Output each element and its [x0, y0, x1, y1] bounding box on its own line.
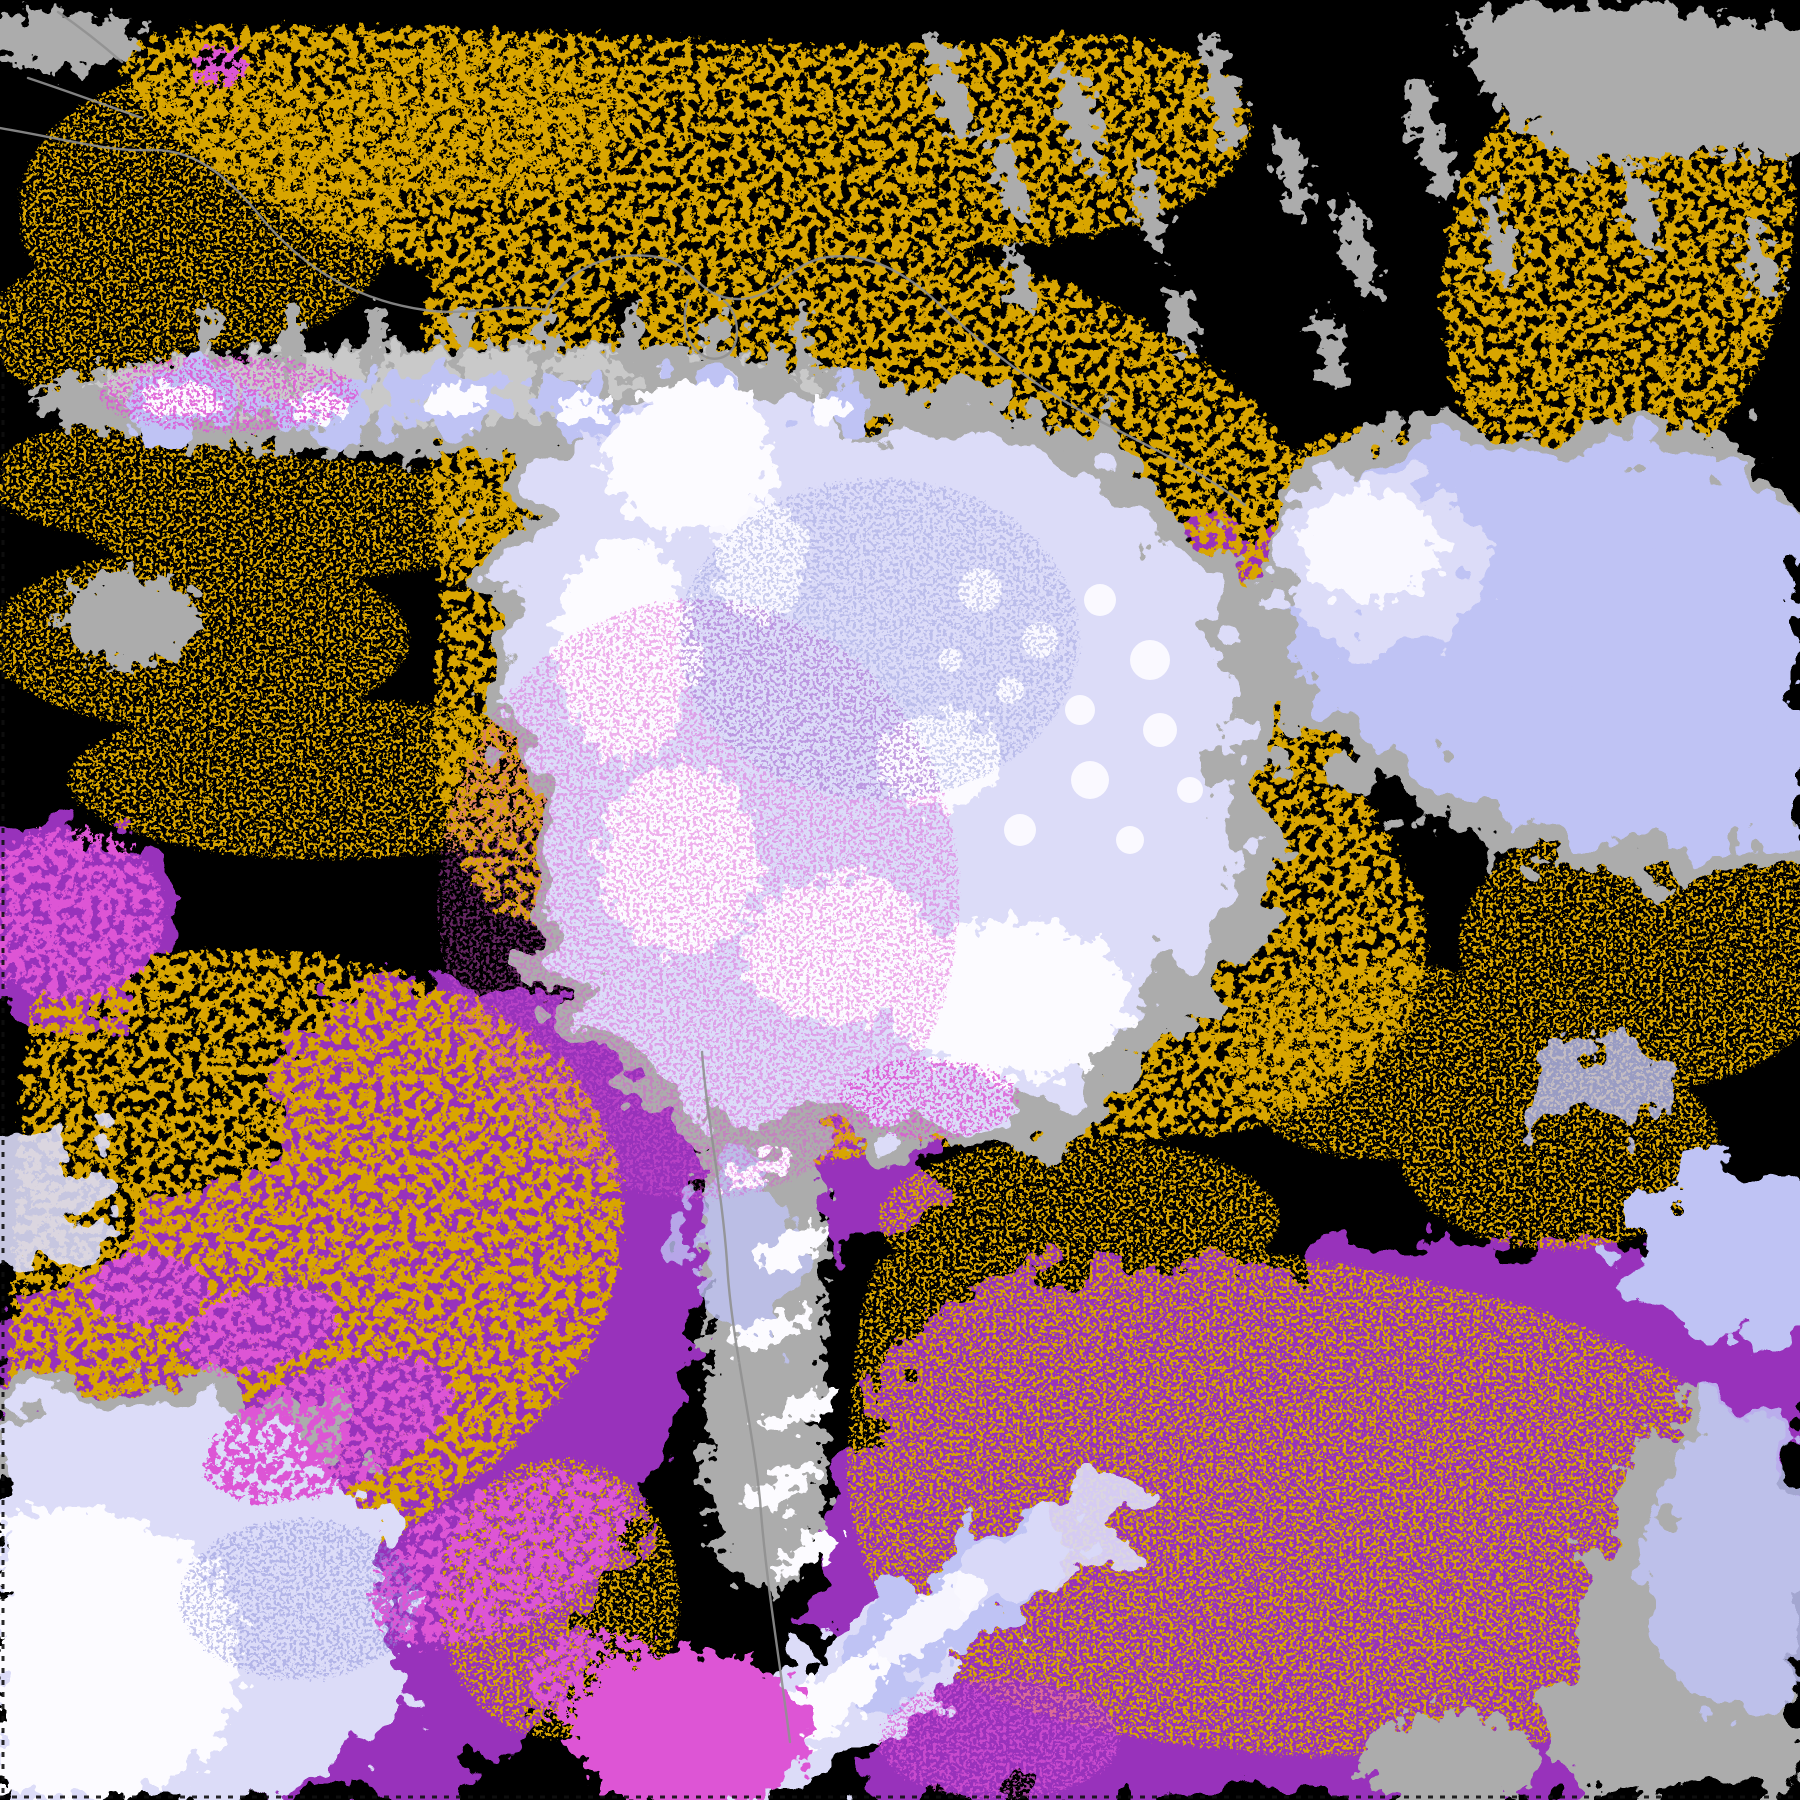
- magenta-patch: [0, 830, 165, 1000]
- gray-streak: [1272, 125, 1308, 215]
- gold-speckle: [330, 40, 630, 200]
- magenta-flecks: [100, 357, 360, 433]
- gray-streak: [1056, 62, 1104, 178]
- gold-field: [1443, 78, 1796, 493]
- cloud-core: [0, 1506, 243, 1796]
- convective-cell: [1177, 777, 1203, 803]
- magenta-speckle-layer: [0, 48, 670, 1730]
- magenta-patch: [192, 48, 248, 88]
- gray-patch: [60, 575, 200, 665]
- convective-cell: [1130, 640, 1170, 680]
- itcz-core: [670, 385, 730, 415]
- lenticular-cloud: [755, 1230, 825, 1270]
- high-cloud-streak: [954, 1472, 1166, 1608]
- slate-flecks: [680, 480, 1080, 800]
- convective-cell: [1004, 814, 1036, 846]
- gray-patch: [0, 10, 140, 70]
- magenta-flecks: [840, 1060, 1020, 1140]
- coastline-path: [543, 254, 1247, 507]
- gray-cloud-mass: [1710, 20, 1800, 160]
- cloud-core: [871, 1575, 989, 1665]
- gray-streak: [1742, 216, 1778, 304]
- gray-streak: [1133, 161, 1167, 259]
- cloud-core: [1300, 490, 1440, 600]
- convective-cell: [1116, 826, 1144, 854]
- magenta-patch: [182, 1286, 338, 1374]
- convective-cell: [1071, 761, 1109, 799]
- high-cloud-patch: [683, 1155, 797, 1345]
- gold-speckle: [848, 1237, 1783, 1757]
- magenta-mass: [570, 1650, 810, 1800]
- coastline-path: [700, 1050, 792, 1744]
- convective-cell: [1143, 713, 1177, 747]
- lenticular-cloud: [745, 1470, 815, 1510]
- gray-streak: [993, 133, 1027, 227]
- gray-streamer: [449, 300, 471, 390]
- gray-streak: [1005, 243, 1035, 317]
- magenta-patch: [369, 1473, 631, 1647]
- magenta-patch: [90, 1255, 210, 1325]
- slate-flecks: [180, 1520, 420, 1680]
- convective-cell: [1065, 695, 1095, 725]
- high-cloud-patch: [1530, 1035, 1670, 1125]
- gray-streak: [1483, 192, 1517, 288]
- lenticular-cloud: [775, 1530, 845, 1570]
- gold-speckle: [880, 1140, 1280, 1300]
- gray-patch: [1360, 1710, 1540, 1800]
- high-cloud-patch: [0, 1120, 100, 1260]
- gray-streak: [1314, 313, 1346, 387]
- gray-streak: [930, 36, 970, 144]
- coastline-path: [683, 298, 739, 360]
- coastline-path: [0, 126, 547, 314]
- high-cloud-patch: [1630, 1160, 1800, 1340]
- graticule-layer: [0, 300, 1800, 1800]
- lenticular-cloud: [735, 1310, 805, 1350]
- high-cloud-patch: [1650, 1400, 1800, 1720]
- gray-streak: [1164, 281, 1196, 359]
- magenta-flecks: [880, 1680, 1120, 1800]
- coastline-layer: [0, 10, 1247, 1744]
- gray-streak: [1339, 200, 1381, 300]
- coastline-path: [56, 10, 124, 64]
- gray-streak: [1199, 33, 1241, 147]
- gold-speckle: [1460, 810, 1800, 1090]
- magenta-fleck-layer: [100, 357, 1120, 1800]
- gray-streak: [1621, 161, 1659, 259]
- coastline-path: [26, 76, 144, 120]
- gray-cloud-mass: [1460, 2, 1793, 162]
- itcz-core: [808, 397, 852, 423]
- gray-streak: [1407, 79, 1453, 201]
- itcz-core: [560, 396, 610, 424]
- convective-cell: [1084, 584, 1116, 616]
- lenticular-cloud: [765, 1390, 835, 1430]
- magenta-solid-layer: [570, 1650, 810, 1800]
- magenta-patch: [206, 1358, 454, 1502]
- gold-speckle: [1230, 960, 1530, 1160]
- gray-streamer: [364, 305, 386, 395]
- high-cloud-patch: [1580, 540, 1800, 760]
- gold-speckle: [80, 460, 520, 580]
- gray-streamer: [534, 305, 556, 395]
- itcz-core: [422, 384, 488, 416]
